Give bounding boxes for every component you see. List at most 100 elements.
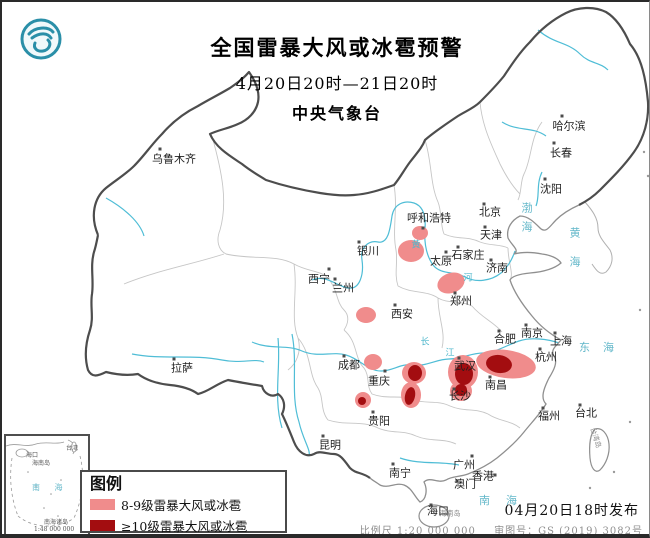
city-label: 银川 bbox=[357, 244, 379, 258]
warning-zone-level-2 bbox=[358, 397, 366, 405]
legend-swatch-moderate bbox=[90, 499, 115, 511]
city-label: 长春 bbox=[550, 146, 572, 160]
city-dot bbox=[456, 245, 460, 249]
inset-map bbox=[5, 439, 84, 527]
south-china-sea-inset: 台湾 海口 海南岛 南 海 南海诸岛 1:48 000 000 bbox=[4, 434, 90, 534]
national-border bbox=[84, 6, 649, 479]
sea-label: 渤海 bbox=[520, 202, 534, 240]
warning-zone-level-1 bbox=[356, 307, 376, 323]
inset-scale-label: 1:48 000 000 bbox=[34, 526, 75, 533]
city-dot bbox=[393, 303, 397, 307]
city-dot bbox=[158, 147, 162, 151]
approval-number: 审图号：GS (2019) 3082号 bbox=[494, 526, 643, 537]
legend-title: 图例 bbox=[90, 474, 123, 493]
city-label: 沈阳 bbox=[540, 182, 562, 196]
city-dot bbox=[457, 356, 461, 360]
warning-zone-level-2 bbox=[455, 363, 473, 385]
city-label: 长沙 bbox=[449, 389, 471, 403]
city-dot bbox=[321, 434, 325, 438]
inset-haikou-label: 海口 bbox=[26, 452, 39, 459]
city-label: 香港 bbox=[472, 469, 494, 483]
city-label: 杭州 bbox=[535, 350, 557, 364]
city-dot bbox=[524, 323, 528, 327]
city-label: 西宁 bbox=[308, 272, 330, 286]
warning-zone-level-1 bbox=[364, 354, 382, 370]
city-dot bbox=[470, 454, 474, 458]
legend-swatch-severe bbox=[90, 520, 115, 532]
sea-label: 东海 bbox=[579, 340, 627, 354]
city-dot bbox=[444, 250, 448, 254]
valid-period: 4月20日20时—21日20时 bbox=[235, 74, 439, 93]
city-dot bbox=[493, 473, 497, 477]
city-dot bbox=[172, 357, 176, 361]
city-dot bbox=[371, 410, 375, 414]
city-label: 贵阳 bbox=[368, 414, 390, 428]
city-label: 西安 bbox=[391, 307, 413, 321]
city-dot bbox=[489, 258, 493, 262]
city-dot bbox=[429, 503, 433, 507]
legend-box: 图例 8-9级雷暴大风或冰雹 ≥10级雷暴大风或冰雹 bbox=[80, 470, 287, 535]
city-label: 广州 bbox=[453, 458, 475, 472]
city-label: 哈尔滨 bbox=[552, 119, 586, 133]
warning-zone-level-1 bbox=[398, 240, 424, 262]
issuing-agency: 中央气象台 bbox=[291, 104, 382, 123]
city-dot bbox=[333, 277, 337, 281]
map-meta-line: 比例尺 1:20 000 000 审图号：GS (2019) 3082号 bbox=[346, 522, 643, 537]
city-dot bbox=[560, 114, 564, 118]
city-label: 南昌 bbox=[485, 378, 507, 392]
city-dot bbox=[455, 479, 459, 483]
city-label: 福州 bbox=[538, 409, 560, 423]
city-dot bbox=[578, 403, 582, 407]
inset-sea-label: 南 海 bbox=[32, 483, 69, 492]
page-title: 全国雷暴大风或冰雹预警 bbox=[210, 35, 464, 60]
inset-islands-label: 南海诸岛 bbox=[44, 519, 69, 526]
city-label: 重庆 bbox=[368, 374, 390, 388]
cma-logo bbox=[18, 16, 64, 62]
warning-zone-level-1 bbox=[412, 226, 428, 240]
coastline bbox=[369, 204, 580, 503]
city-dot bbox=[538, 347, 542, 351]
city-label: 成都 bbox=[338, 358, 360, 372]
legend-label-severe: ≥10级雷暴大风或冰雹 bbox=[121, 519, 248, 535]
map-header: 全国雷暴大风或冰雹预警 4月20日20时—21日20时 中央气象台 bbox=[211, 32, 464, 124]
korea-coast bbox=[584, 201, 613, 274]
city-dot bbox=[483, 225, 487, 229]
sea-label: 南海 bbox=[479, 493, 533, 507]
city-dot bbox=[383, 369, 387, 373]
river-label: 长 bbox=[420, 337, 430, 348]
island-label: 海南岛 bbox=[439, 509, 461, 518]
legend-item-severe: ≥10级雷暴大风或冰雹 bbox=[90, 516, 277, 535]
city-label: 南宁 bbox=[389, 466, 411, 480]
map-scale: 比例尺 1:20 000 000 bbox=[359, 526, 476, 537]
city-label: 澳门 bbox=[454, 477, 476, 491]
river-label: 河 bbox=[463, 273, 473, 284]
city-dot bbox=[452, 387, 456, 391]
city-dot bbox=[327, 267, 331, 271]
city-label: 海口 bbox=[427, 504, 449, 518]
logo-swirl bbox=[27, 26, 55, 53]
city-label: 呼和浩特 bbox=[407, 211, 451, 225]
city-label: 郑州 bbox=[450, 294, 472, 308]
city-dot bbox=[488, 375, 492, 379]
inset-hainan-label: 海南岛 bbox=[32, 460, 51, 467]
city-dot bbox=[553, 331, 557, 335]
legend-item-moderate: 8-9级雷暴大风或冰雹 bbox=[90, 495, 277, 514]
city-dot bbox=[497, 329, 501, 333]
city-dot bbox=[391, 462, 395, 466]
inset-taiwan-label: 台湾 bbox=[66, 445, 79, 452]
city-dot bbox=[421, 226, 425, 230]
city-dot bbox=[482, 202, 486, 206]
taiwan-island bbox=[589, 428, 610, 472]
city-dot bbox=[552, 141, 556, 145]
city-dot bbox=[543, 177, 547, 181]
sea-label: 黄海 bbox=[568, 227, 582, 285]
city-label: 武汉 bbox=[454, 359, 476, 373]
city-dot bbox=[453, 291, 457, 295]
issue-time: 04月20日18时发布 bbox=[504, 503, 639, 519]
warning-zone-level-1 bbox=[437, 272, 465, 294]
city-label: 昆明 bbox=[319, 438, 341, 452]
warning-zone-level-2 bbox=[404, 387, 416, 405]
city-label: 天津 bbox=[480, 228, 502, 242]
